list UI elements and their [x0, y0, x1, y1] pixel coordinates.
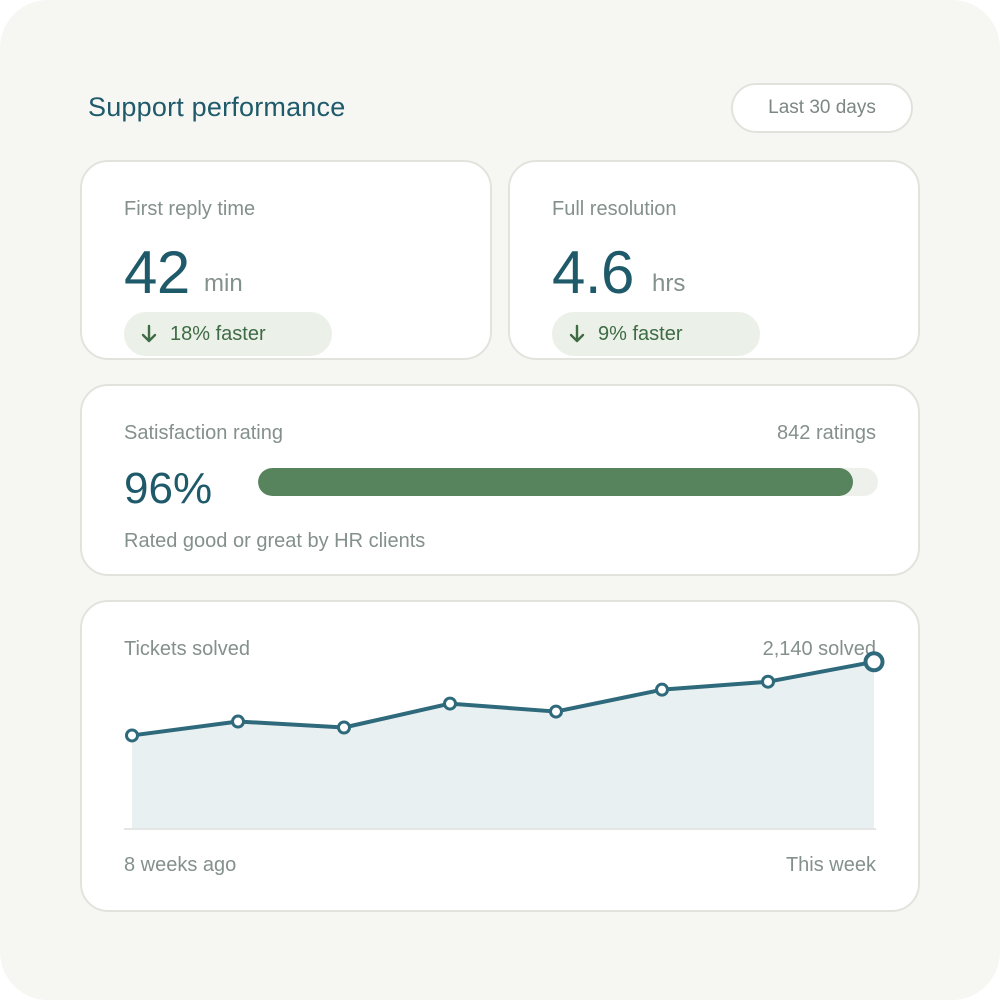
resolution-delta-badge: 9% faster: [552, 312, 760, 356]
satisfaction-progress-fill: [258, 468, 854, 496]
chart-area: [132, 661, 874, 829]
first-reply-value: 42: [124, 239, 190, 306]
first-reply-delta-text: 18% faster: [170, 322, 266, 345]
resolution-label: Full resolution: [552, 198, 677, 220]
arrow-down-icon: [141, 324, 157, 343]
arrow-down-icon: [569, 324, 585, 343]
first-reply-unit: min: [204, 270, 243, 297]
first-reply-label: First reply time: [124, 198, 256, 220]
tickets-total: 2,140 solved: [762, 638, 876, 660]
resolution-value: 4.6: [552, 239, 634, 306]
date-range-button[interactable]: Last 30 days: [731, 83, 913, 133]
chart-point: [655, 682, 669, 697]
page-title: Support performance: [88, 92, 346, 122]
chart-end-label: This week: [785, 854, 876, 876]
chart-point: [863, 651, 885, 673]
ratings-count: 842 ratings: [777, 422, 876, 444]
satisfaction-label: Satisfaction rating: [124, 422, 283, 444]
first-reply-delta-badge: 18% faster: [124, 312, 332, 356]
resolution-unit: hrs: [652, 270, 686, 297]
chart-point: [337, 720, 351, 735]
tickets-label: Tickets solved: [124, 638, 250, 660]
chart-start-label: 8 weeks ago: [124, 854, 237, 876]
satisfaction-card: Satisfaction rating 842 ratings 96% Rate…: [80, 384, 920, 576]
chart-point: [443, 696, 457, 711]
first-reply-card: First reply time 42 min 18% faster: [80, 160, 492, 360]
satisfaction-progress-track: [258, 468, 878, 496]
tickets-chart: [124, 651, 885, 830]
chart-point: [549, 704, 563, 719]
chart-point: [761, 674, 775, 689]
chart-point: [231, 714, 245, 729]
satisfaction-caption: Rated good or great by HR clients: [124, 530, 426, 552]
chart-series-line: [130, 659, 876, 738]
chart-point: [125, 728, 139, 743]
satisfaction-value: 96%: [124, 464, 213, 513]
resolution-delta-text: 9% faster: [598, 322, 683, 345]
resolution-card: Full resolution 4.6 hrs 9% faster: [508, 160, 920, 360]
tickets-card: Tickets solved 2,140 solved 8 weeks ago …: [80, 600, 920, 912]
